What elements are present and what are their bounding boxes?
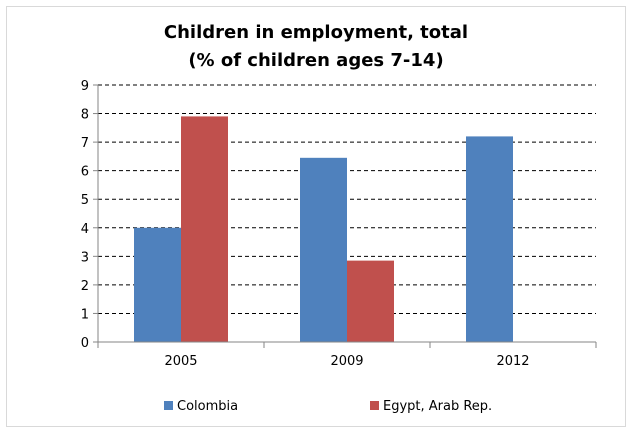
y-tick-label: 4	[81, 222, 89, 237]
y-tick-label: 7	[81, 136, 89, 151]
y-tick-label: 5	[81, 193, 89, 208]
legend: Colombia Egypt, Arab Rep.	[164, 399, 492, 414]
y-axis-tick-labels: 0 1 2 3 4 5 6 7 8 9	[81, 79, 89, 351]
y-tick-label: 8	[81, 108, 89, 123]
legend-swatch	[370, 401, 379, 410]
bars	[134, 116, 513, 343]
bar-egypt-arab-rep--2009	[347, 260, 394, 342]
y-tick-label: 3	[81, 250, 89, 265]
chart-title-line-1: Children in employment, total	[164, 22, 468, 43]
y-tick-label: 0	[81, 336, 89, 351]
legend-label: Egypt, Arab Rep.	[383, 399, 492, 414]
chart-title-line-2: (% of children ages 7-14)	[188, 50, 443, 71]
bar-colombia-2005	[134, 227, 181, 342]
legend-label: Colombia	[177, 399, 238, 414]
x-tick-label: 2005	[164, 354, 197, 369]
axes	[93, 84, 597, 348]
x-axis-tick-labels: 2005 2009 2012	[164, 354, 529, 369]
legend-swatch	[164, 401, 173, 410]
bar-colombia-2012	[466, 136, 513, 342]
y-tick-label: 1	[81, 307, 89, 322]
x-tick-label: 2009	[330, 354, 363, 369]
y-tick-label: 9	[81, 79, 89, 94]
x-tick-label: 2012	[496, 354, 529, 369]
y-tick-label: 2	[81, 279, 89, 294]
bar-egypt-arab-rep--2005	[181, 116, 228, 343]
bar-colombia-2009	[300, 157, 347, 342]
y-tick-label: 6	[81, 165, 89, 180]
